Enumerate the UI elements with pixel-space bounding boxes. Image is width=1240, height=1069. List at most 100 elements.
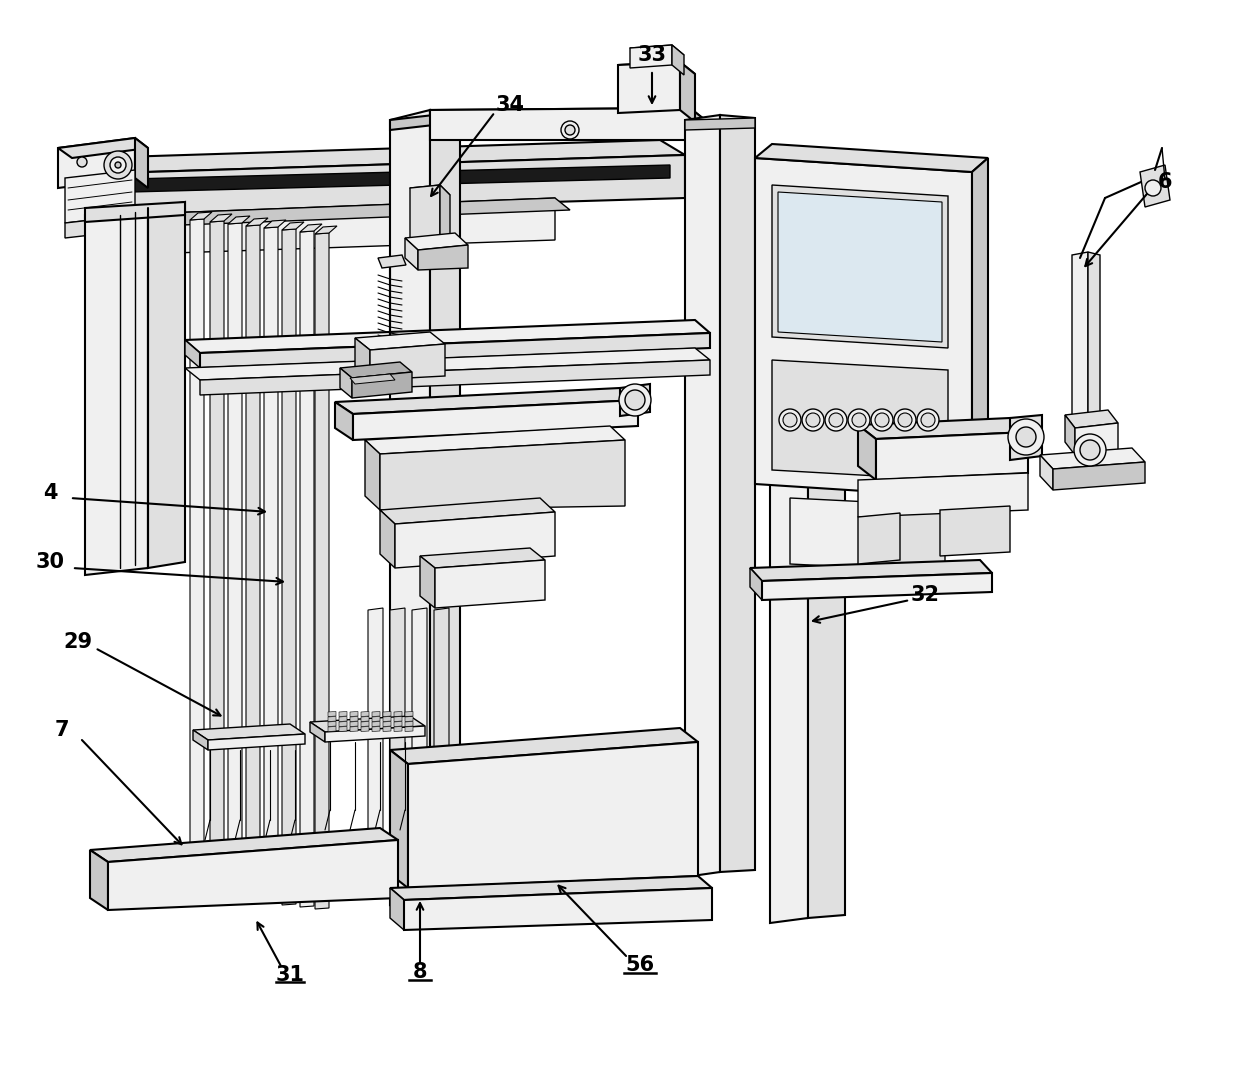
Text: 31: 31 [275, 965, 305, 985]
Polygon shape [405, 722, 413, 727]
Polygon shape [404, 888, 712, 930]
Circle shape [825, 409, 847, 431]
Polygon shape [383, 712, 391, 716]
Text: 34: 34 [496, 95, 525, 115]
Polygon shape [1073, 252, 1087, 423]
Circle shape [875, 413, 889, 427]
Polygon shape [361, 716, 370, 722]
Polygon shape [396, 512, 556, 568]
Polygon shape [418, 245, 467, 270]
Polygon shape [115, 155, 684, 215]
Polygon shape [763, 573, 992, 600]
Circle shape [779, 409, 801, 431]
Polygon shape [355, 332, 445, 350]
Circle shape [110, 157, 126, 173]
Polygon shape [264, 220, 286, 228]
Polygon shape [208, 734, 305, 750]
Circle shape [625, 390, 645, 410]
Polygon shape [355, 338, 370, 379]
Polygon shape [672, 45, 684, 75]
Polygon shape [379, 498, 556, 524]
Polygon shape [310, 722, 325, 742]
Circle shape [1008, 419, 1044, 455]
Circle shape [806, 413, 820, 427]
Polygon shape [430, 110, 460, 895]
Polygon shape [352, 372, 412, 398]
Circle shape [782, 413, 797, 427]
Polygon shape [361, 712, 370, 716]
Polygon shape [372, 722, 379, 727]
Circle shape [870, 409, 893, 431]
Polygon shape [684, 118, 755, 130]
Polygon shape [185, 340, 200, 368]
Polygon shape [350, 712, 358, 716]
Polygon shape [1040, 448, 1145, 469]
Polygon shape [340, 368, 352, 398]
Polygon shape [1065, 410, 1118, 428]
Circle shape [560, 121, 579, 139]
Polygon shape [630, 45, 684, 58]
Polygon shape [391, 750, 408, 888]
Circle shape [848, 409, 870, 431]
Polygon shape [618, 62, 680, 113]
Polygon shape [340, 362, 412, 378]
Polygon shape [750, 568, 763, 600]
Polygon shape [412, 608, 427, 880]
Polygon shape [435, 560, 546, 608]
Polygon shape [383, 716, 391, 722]
Polygon shape [190, 219, 205, 895]
Polygon shape [790, 498, 870, 568]
Polygon shape [86, 208, 148, 575]
Polygon shape [353, 400, 639, 440]
Polygon shape [185, 348, 711, 379]
Text: 33: 33 [637, 45, 667, 65]
Polygon shape [689, 108, 706, 152]
Polygon shape [777, 192, 942, 342]
Polygon shape [434, 608, 449, 880]
Circle shape [802, 409, 825, 431]
Polygon shape [361, 727, 370, 731]
Polygon shape [405, 233, 467, 250]
Polygon shape [808, 445, 844, 918]
Polygon shape [246, 224, 260, 901]
Polygon shape [1053, 462, 1145, 490]
Polygon shape [115, 198, 556, 255]
Polygon shape [394, 727, 402, 731]
Polygon shape [391, 110, 430, 905]
Polygon shape [210, 214, 232, 222]
Polygon shape [858, 472, 1028, 517]
Polygon shape [680, 62, 694, 122]
Polygon shape [264, 227, 278, 903]
Polygon shape [370, 344, 445, 379]
Polygon shape [115, 198, 570, 227]
Polygon shape [193, 724, 305, 740]
Polygon shape [281, 222, 304, 230]
Polygon shape [858, 418, 1028, 439]
Polygon shape [720, 115, 755, 872]
Polygon shape [339, 716, 347, 722]
Text: 32: 32 [910, 585, 940, 605]
Polygon shape [372, 712, 379, 716]
Circle shape [115, 162, 122, 168]
Polygon shape [108, 840, 398, 910]
Polygon shape [190, 212, 212, 220]
Circle shape [619, 384, 651, 416]
Polygon shape [405, 712, 413, 716]
Polygon shape [1087, 252, 1100, 420]
Polygon shape [339, 727, 347, 731]
Polygon shape [972, 158, 988, 498]
Polygon shape [91, 140, 684, 173]
Polygon shape [405, 238, 418, 270]
Polygon shape [365, 440, 379, 510]
Polygon shape [339, 712, 347, 716]
Polygon shape [86, 202, 185, 222]
Polygon shape [420, 548, 546, 568]
Polygon shape [430, 108, 689, 140]
Polygon shape [394, 716, 402, 722]
Polygon shape [620, 384, 650, 416]
Polygon shape [300, 224, 322, 232]
Circle shape [104, 151, 131, 179]
Polygon shape [91, 850, 108, 910]
Polygon shape [246, 218, 268, 226]
Polygon shape [329, 712, 336, 716]
